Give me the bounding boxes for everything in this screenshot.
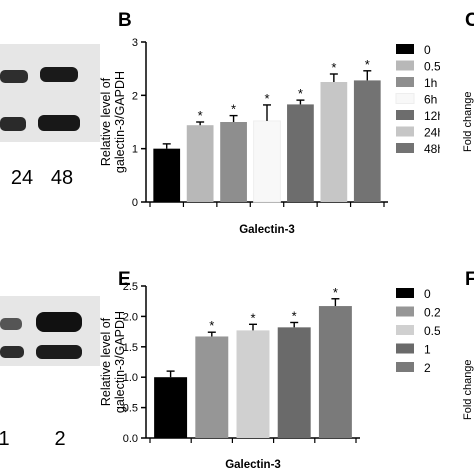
significance-marker: * <box>333 285 338 300</box>
bar <box>195 336 229 438</box>
legend-swatch <box>396 110 414 120</box>
x-axis-label: Galectin-3 <box>225 459 281 471</box>
blot-band <box>0 318 22 330</box>
y-axis-label: galectin-3/GAPDH <box>113 71 127 173</box>
blot-band <box>40 67 78 82</box>
bar <box>318 306 352 438</box>
y-tick-label: 0 <box>132 197 138 209</box>
blot-band <box>0 70 28 83</box>
y-tick-label: 1.0 <box>123 372 138 384</box>
lane-label: 24 <box>11 167 33 189</box>
lane-label: 2 <box>54 428 65 450</box>
lane-label: 48 <box>51 167 73 189</box>
legend-label: 0.25 <box>424 306 440 320</box>
y-axis-label: galectin-3/GAPDH <box>113 311 127 413</box>
legend-swatch <box>396 288 414 298</box>
legend-label: 2 <box>424 361 431 375</box>
bar-chart-b: 0 1 2 3 * * * * * * Relative level of galectin-3/GA… <box>100 37 440 236</box>
western-blot-top: 24 48 <box>0 44 100 189</box>
y-axis-label: Relative level of <box>100 77 113 166</box>
y-tick-label: 3 <box>132 37 138 49</box>
panel-c-ylabel-fragment: Fold change <box>462 91 474 152</box>
panel-label-f: F <box>465 269 474 290</box>
significance-marker: * <box>331 60 336 75</box>
bar-chart-e: 0.0 0.5 1.0 1.5 2.0 2.5 * * * * Relative level of g… <box>100 281 440 471</box>
significance-marker: * <box>365 57 370 72</box>
legend-label: 24h <box>424 126 440 140</box>
bar <box>320 82 348 202</box>
y-tick-label: 2.5 <box>123 281 138 293</box>
y-tick-label: 0.5 <box>123 403 138 415</box>
blot-band <box>36 345 82 359</box>
panel-f-ylabel-fragment: Fold change <box>462 359 474 420</box>
significance-marker: * <box>298 86 303 101</box>
bar <box>287 104 314 202</box>
blot-band <box>0 346 24 358</box>
legend-label: 0 <box>424 43 431 57</box>
bar <box>220 122 247 202</box>
legend-label: 6h <box>424 93 437 107</box>
legend-swatch <box>396 325 414 335</box>
significance-marker: * <box>198 108 203 123</box>
y-tick-label: 0.0 <box>123 433 138 445</box>
legend-label: 1 <box>424 343 431 357</box>
bar <box>353 80 381 202</box>
bar <box>236 330 270 438</box>
significance-marker: * <box>292 308 297 323</box>
significance-marker: * <box>209 318 214 333</box>
blot-band <box>0 117 26 131</box>
bar <box>277 327 311 438</box>
legend-swatch <box>396 77 414 87</box>
legend-swatch <box>396 126 414 137</box>
legend-swatch <box>396 44 414 54</box>
bar <box>154 377 188 438</box>
x-axis-label: Galectin-3 <box>239 224 295 236</box>
y-tick-label: 1 <box>132 144 138 156</box>
significance-marker: * <box>231 102 236 117</box>
y-tick-label: 1.5 <box>123 342 138 354</box>
panel-label-b: B <box>118 10 132 31</box>
panel-f-cropped-edge: Fold change <box>462 359 474 420</box>
legend-label: 0.5 <box>424 324 440 338</box>
legend-label: 12h <box>424 109 440 123</box>
legend-swatch <box>395 93 415 104</box>
significance-marker: * <box>250 310 255 325</box>
blot-band <box>38 115 80 131</box>
legend-swatch <box>396 343 414 354</box>
legend-swatch <box>396 143 414 153</box>
western-blot-bottom: 1 2 <box>0 296 100 450</box>
blot-band <box>36 312 82 332</box>
legend-label: 0 <box>424 287 431 301</box>
panel-c-cropped-edge: Fold change <box>462 91 474 152</box>
lane-label: 1 <box>0 428 10 450</box>
legend-swatch <box>396 306 414 317</box>
bar <box>253 120 281 203</box>
panel-label-c: C <box>465 10 474 31</box>
legend-label: 1h <box>424 76 437 90</box>
bar <box>186 125 214 202</box>
legend-swatch <box>396 362 414 372</box>
legend-swatch <box>396 60 414 71</box>
bar <box>153 148 181 202</box>
legend-label: 0.5h <box>424 60 440 74</box>
y-tick-label: 2.0 <box>123 311 138 323</box>
y-axis-label: Relative level of <box>100 317 113 406</box>
y-tick-label: 2 <box>132 90 138 102</box>
legend-label: 48h <box>424 142 440 156</box>
significance-marker: * <box>264 91 269 106</box>
